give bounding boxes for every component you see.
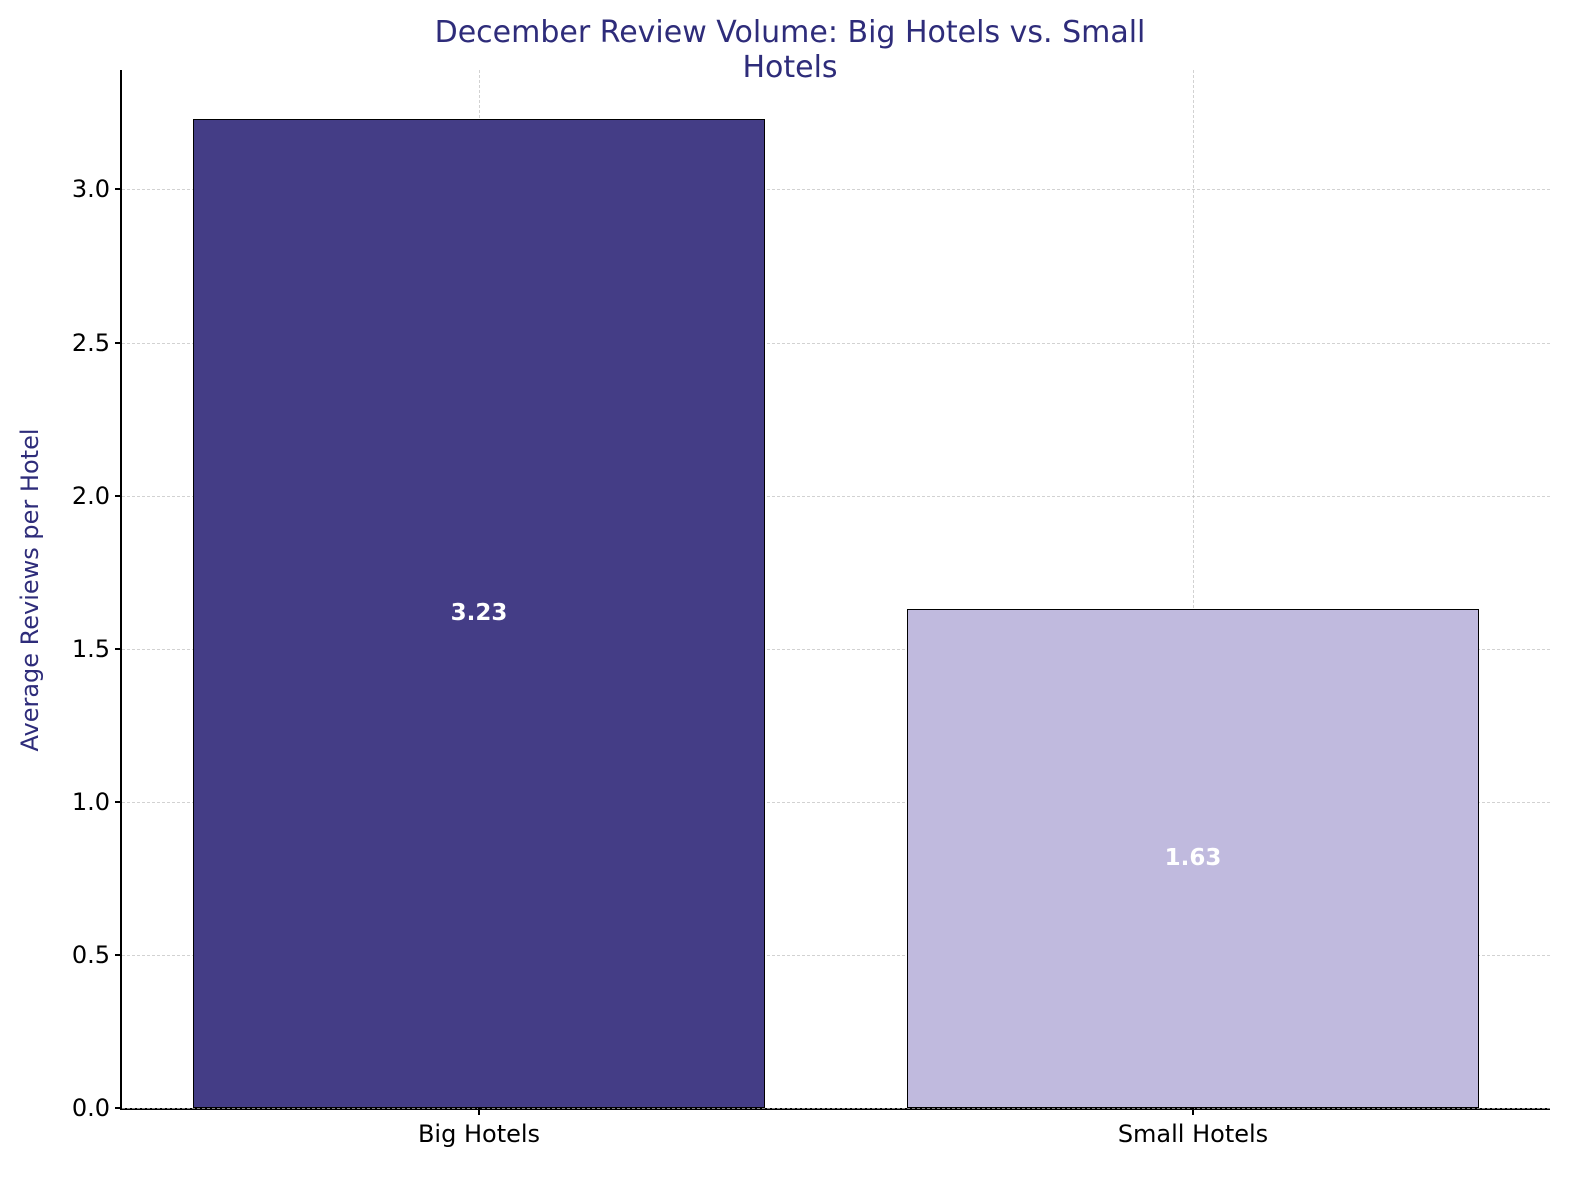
chart-container: December Review Volume: Big Hotels vs. S… [0, 0, 1580, 1180]
plot-area: 0.00.51.01.52.02.53.0Big Hotels3.23Small… [120, 70, 1550, 1110]
y-tick-label: 0.0 [72, 1094, 122, 1122]
y-tick-label: 2.5 [72, 329, 122, 357]
y-tick-label: 3.0 [72, 175, 122, 203]
grid-line-horizontal [122, 1108, 1550, 1109]
y-tick-label: 2.0 [72, 482, 122, 510]
x-tick-label: Big Hotels [418, 1108, 540, 1148]
y-axis-label: Average Reviews per Hotel [16, 428, 44, 751]
y-tick-label: 0.5 [72, 941, 122, 969]
x-tick-label: Small Hotels [1118, 1108, 1268, 1148]
bar-value-label: 3.23 [451, 600, 508, 626]
y-tick-label: 1.0 [72, 788, 122, 816]
bar-value-label: 1.63 [1165, 845, 1222, 871]
y-tick-label: 1.5 [72, 635, 122, 663]
